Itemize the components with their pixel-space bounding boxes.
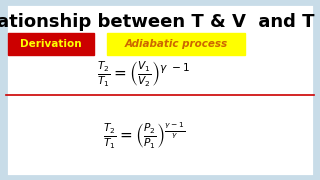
- FancyBboxPatch shape: [107, 33, 245, 55]
- Text: $\frac{T_2}{T_1} = \left(\frac{V_1}{V_2}\right)^{\gamma\ -1}$: $\frac{T_2}{T_1} = \left(\frac{V_1}{V_2}…: [97, 60, 191, 89]
- Text: Derivation: Derivation: [20, 39, 82, 49]
- Text: Adiabatic process: Adiabatic process: [124, 39, 228, 49]
- FancyBboxPatch shape: [8, 33, 94, 55]
- Text: Relationship between T & V  and T & P: Relationship between T & V and T & P: [0, 13, 320, 31]
- Text: $\frac{T_2}{T_1} = \left(\frac{P_2}{P_1}\right)^{\frac{\gamma-1}{\gamma}}$: $\frac{T_2}{T_1} = \left(\frac{P_2}{P_1}…: [103, 121, 185, 151]
- FancyBboxPatch shape: [6, 4, 314, 176]
